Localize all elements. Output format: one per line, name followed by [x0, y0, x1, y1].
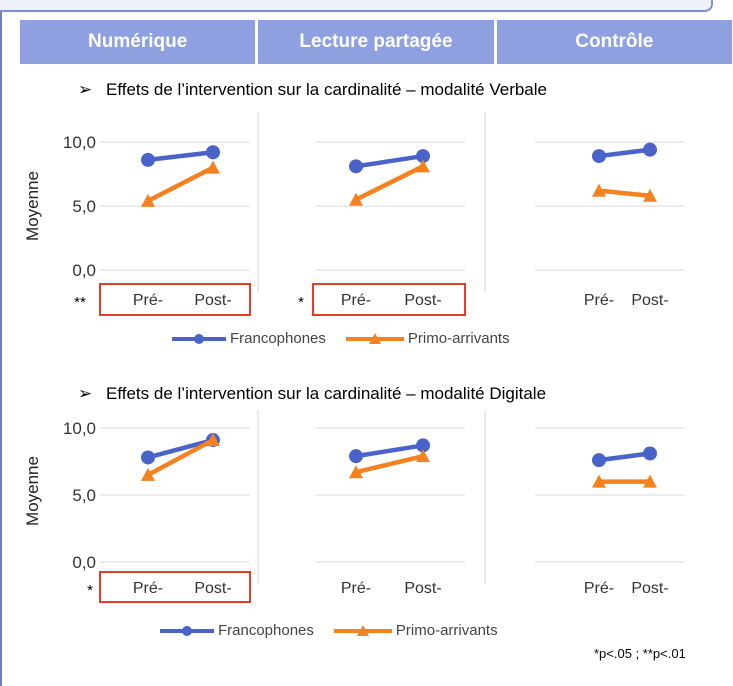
x-tick-label: Post-: [631, 292, 668, 309]
francophones-point: [141, 152, 155, 167]
significance-footnote: *p<.05 ; **p<.01: [594, 646, 686, 661]
francophones-line: [353, 153, 426, 169]
primo-arrivants-point: [592, 474, 606, 488]
francophones-point: [592, 149, 606, 164]
verbal-section-title: ➢ Effets de l’intervention sur la cardina…: [78, 80, 547, 100]
primo-arrivants-line: [353, 164, 426, 202]
primo-arrivants-point: [141, 193, 155, 207]
y-tick-label: 0,0: [72, 261, 96, 280]
primo-arrivants-point: [592, 183, 606, 197]
primo-arrivants-line: [353, 453, 426, 475]
francophones-line: [596, 147, 653, 159]
significance-highlight-box: [99, 571, 251, 603]
x-tick-label: Pré-: [584, 580, 614, 597]
primo-arrivants-point: [416, 159, 430, 173]
primo-arrivants-point: [643, 474, 657, 488]
primo-arrivants-point: [206, 160, 220, 174]
francophones-point: [643, 446, 657, 461]
x-tick-label: Pré-: [341, 580, 371, 597]
digital-legend: Francophones Primo-arrivants: [158, 622, 498, 639]
legend-francophones-label: Francophones: [218, 622, 314, 639]
primo-arrivants-line: [145, 165, 216, 204]
legend-primo-arrivants: Primo-arrivants: [332, 622, 498, 639]
legend-primo-marker-icon: [333, 624, 392, 636]
primo-arrivants-line: [596, 188, 653, 199]
x-tick-label: Post-: [631, 580, 668, 597]
y-tick-label: 5,0: [72, 197, 96, 216]
francophones-point: [416, 149, 430, 164]
digital-section-title: ➢ Effets de l’intervention sur la cardina…: [78, 384, 546, 404]
primo-arrivants-point: [349, 465, 363, 479]
significance-highlight-box: [99, 283, 251, 316]
primo-arrivants-point: [141, 467, 155, 481]
header-controle: Contrôle: [496, 20, 732, 64]
primo-arrivants-point: [349, 192, 363, 206]
arrow-bullet-icon: ➢: [78, 384, 93, 403]
significance-marker: *: [87, 582, 93, 599]
francophones-line: [145, 149, 216, 163]
y-axis-label: Moyenne: [23, 171, 42, 241]
legend-francophones-marker-icon: [172, 333, 226, 344]
x-tick-label: Post-: [404, 580, 441, 597]
header-lecture-partagee: Lecture partagée: [258, 20, 494, 64]
frame-top-tab: [0, 0, 713, 12]
legend-francophones: Francophones: [158, 622, 314, 639]
primo-arrivants-point: [643, 188, 657, 202]
francophones-point: [416, 438, 430, 453]
y-axis-label: Moyenne: [23, 456, 42, 526]
primo-arrivants-line: [145, 437, 216, 478]
legend-francophones: Francophones: [170, 330, 326, 347]
legend-primo-arrivants: Primo-arrivants: [344, 330, 510, 347]
francophones-point: [349, 159, 363, 174]
francophones-line: [145, 437, 216, 460]
significance-marker: **: [74, 294, 86, 311]
francophones-point: [141, 450, 155, 465]
frame-left-border: [0, 0, 2, 686]
digital-title-text: Effets de l’intervention sur la cardinal…: [106, 384, 547, 403]
francophones-line: [596, 451, 653, 463]
francophones-point: [643, 142, 657, 157]
x-tick-label: Post-: [194, 580, 231, 597]
significance-marker: *: [298, 294, 304, 311]
primo-arrivants-point: [416, 449, 430, 463]
primo-arrivants-point: [206, 433, 220, 447]
x-tick-label: Post-: [194, 292, 231, 309]
arrow-bullet-icon: ➢: [78, 80, 93, 99]
legend-primo-marker-icon: [345, 332, 404, 344]
x-tick-label: Pré-: [341, 292, 371, 309]
x-tick-label: Pré-: [133, 292, 163, 309]
francophones-point: [349, 449, 363, 464]
x-tick-label: Pré-: [133, 580, 163, 597]
legend-francophones-label: Francophones: [230, 330, 326, 347]
verbal-title-text: Effets de l’intervention sur la cardinal…: [106, 80, 547, 99]
y-tick-label: 5,0: [72, 486, 96, 505]
y-tick-label: 10,0: [63, 419, 96, 438]
legend-primo-label: Primo-arrivants: [407, 330, 510, 347]
francophones-point: [206, 145, 220, 160]
header-numerique: Numérique: [20, 20, 256, 64]
y-tick-label: 0,0: [72, 553, 96, 572]
group-header: Numérique Lecture partagée Contrôle: [20, 20, 732, 64]
verbal-legend: Francophones Primo-arrivants: [170, 330, 510, 347]
y-tick-label: 10,0: [63, 133, 96, 152]
francophones-line: [353, 443, 426, 459]
legend-primo-label: Primo-arrivants: [395, 622, 498, 639]
x-tick-label: Post-: [404, 292, 441, 309]
x-tick-label: Pré-: [584, 292, 614, 309]
francophones-point: [592, 453, 606, 468]
significance-highlight-box: [312, 283, 466, 316]
legend-francophones-marker-icon: [160, 625, 214, 636]
